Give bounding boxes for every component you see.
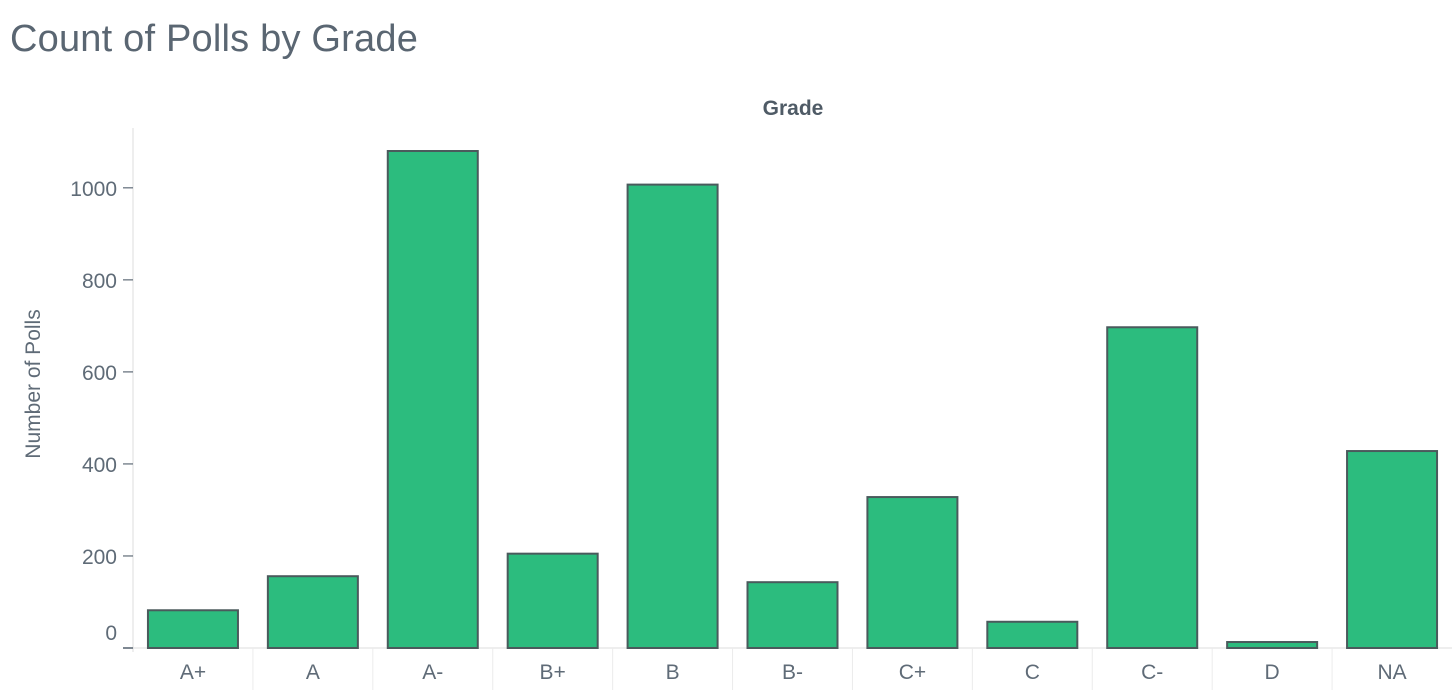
bar-b-minusplus [506,552,599,649]
y-tick-label: 600 [82,362,117,385]
bar-a [266,575,359,650]
bar-a-minusplus [146,609,239,650]
bar-a-minus [386,150,479,649]
x-tick-label: NA [1377,661,1406,684]
y-tick-label: 400 [82,454,117,477]
x-tick-label: B [666,661,680,684]
x-tick-label: C- [1141,661,1163,684]
y-axis-title: Number of Polls [22,309,45,458]
x-tick-label: C+ [899,661,926,684]
x-header-title: Grade [763,97,824,120]
bar-b-minus [746,581,839,650]
x-tick-label: B- [782,661,803,684]
x-tick-label: A- [422,661,443,684]
x-axis-ticks: A+ A A- B+ B B- C+ C C- D NA [180,648,1407,690]
y-tick-label: 0 [105,622,117,645]
chart-title: Count of Polls by Grade [10,18,419,60]
x-tick-label: A [306,661,320,684]
y-tick-label: 1000 [70,178,117,201]
bar-c-minus [1106,326,1199,649]
bars [146,150,1439,650]
x-tick-label: D [1265,661,1280,684]
bar-c [986,620,1079,649]
y-tick-label: 200 [82,546,117,569]
axes [123,128,1452,652]
bar-c-minusplus [866,496,959,649]
bar-na [1346,450,1439,649]
bar-d [1226,641,1319,650]
bar-b [626,183,719,649]
y-axis-ticks: 0 200 400 600 800 1000 [70,178,133,649]
x-tick-label: B+ [540,661,566,684]
y-tick-label: 800 [82,270,117,293]
x-tick-label: C [1025,661,1040,684]
x-tick-label: A+ [180,661,206,684]
